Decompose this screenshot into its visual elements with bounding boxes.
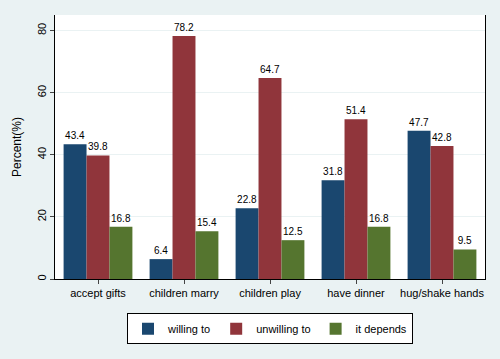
- svg-text:willing to: willing to: [167, 323, 210, 335]
- svg-text:it depends: it depends: [356, 323, 407, 335]
- svg-text:have dinner: have dinner: [327, 287, 385, 299]
- svg-text:60: 60: [36, 85, 48, 97]
- svg-text:Percent(%): Percent(%): [10, 117, 24, 177]
- svg-text:43.4: 43.4: [65, 130, 85, 141]
- svg-text:42.8: 42.8: [432, 132, 452, 143]
- svg-text:64.7: 64.7: [260, 64, 280, 75]
- svg-text:12.5: 12.5: [283, 226, 303, 237]
- svg-text:22.8: 22.8: [237, 194, 257, 205]
- svg-text:6.4: 6.4: [154, 245, 168, 256]
- svg-text:15.4: 15.4: [197, 217, 217, 228]
- svg-text:9.5: 9.5: [458, 235, 472, 246]
- svg-text:16.8: 16.8: [369, 213, 389, 224]
- svg-text:children marry: children marry: [149, 287, 219, 299]
- svg-text:40: 40: [36, 147, 48, 159]
- svg-text:31.8: 31.8: [323, 166, 343, 177]
- svg-text:hug/shake hands: hug/shake hands: [400, 287, 484, 299]
- svg-text:51.4: 51.4: [346, 105, 366, 116]
- svg-text:0: 0: [36, 274, 48, 280]
- svg-text:20: 20: [36, 209, 48, 221]
- svg-text:unwilling to: unwilling to: [256, 323, 310, 335]
- svg-text:children play: children play: [239, 287, 301, 299]
- svg-text:80: 80: [36, 23, 48, 35]
- svg-text:39.8: 39.8: [88, 141, 108, 152]
- svg-text:47.7: 47.7: [409, 117, 429, 128]
- svg-text:accept gifts: accept gifts: [70, 287, 126, 299]
- svg-text:78.2: 78.2: [174, 22, 194, 33]
- svg-text:16.8: 16.8: [111, 213, 131, 224]
